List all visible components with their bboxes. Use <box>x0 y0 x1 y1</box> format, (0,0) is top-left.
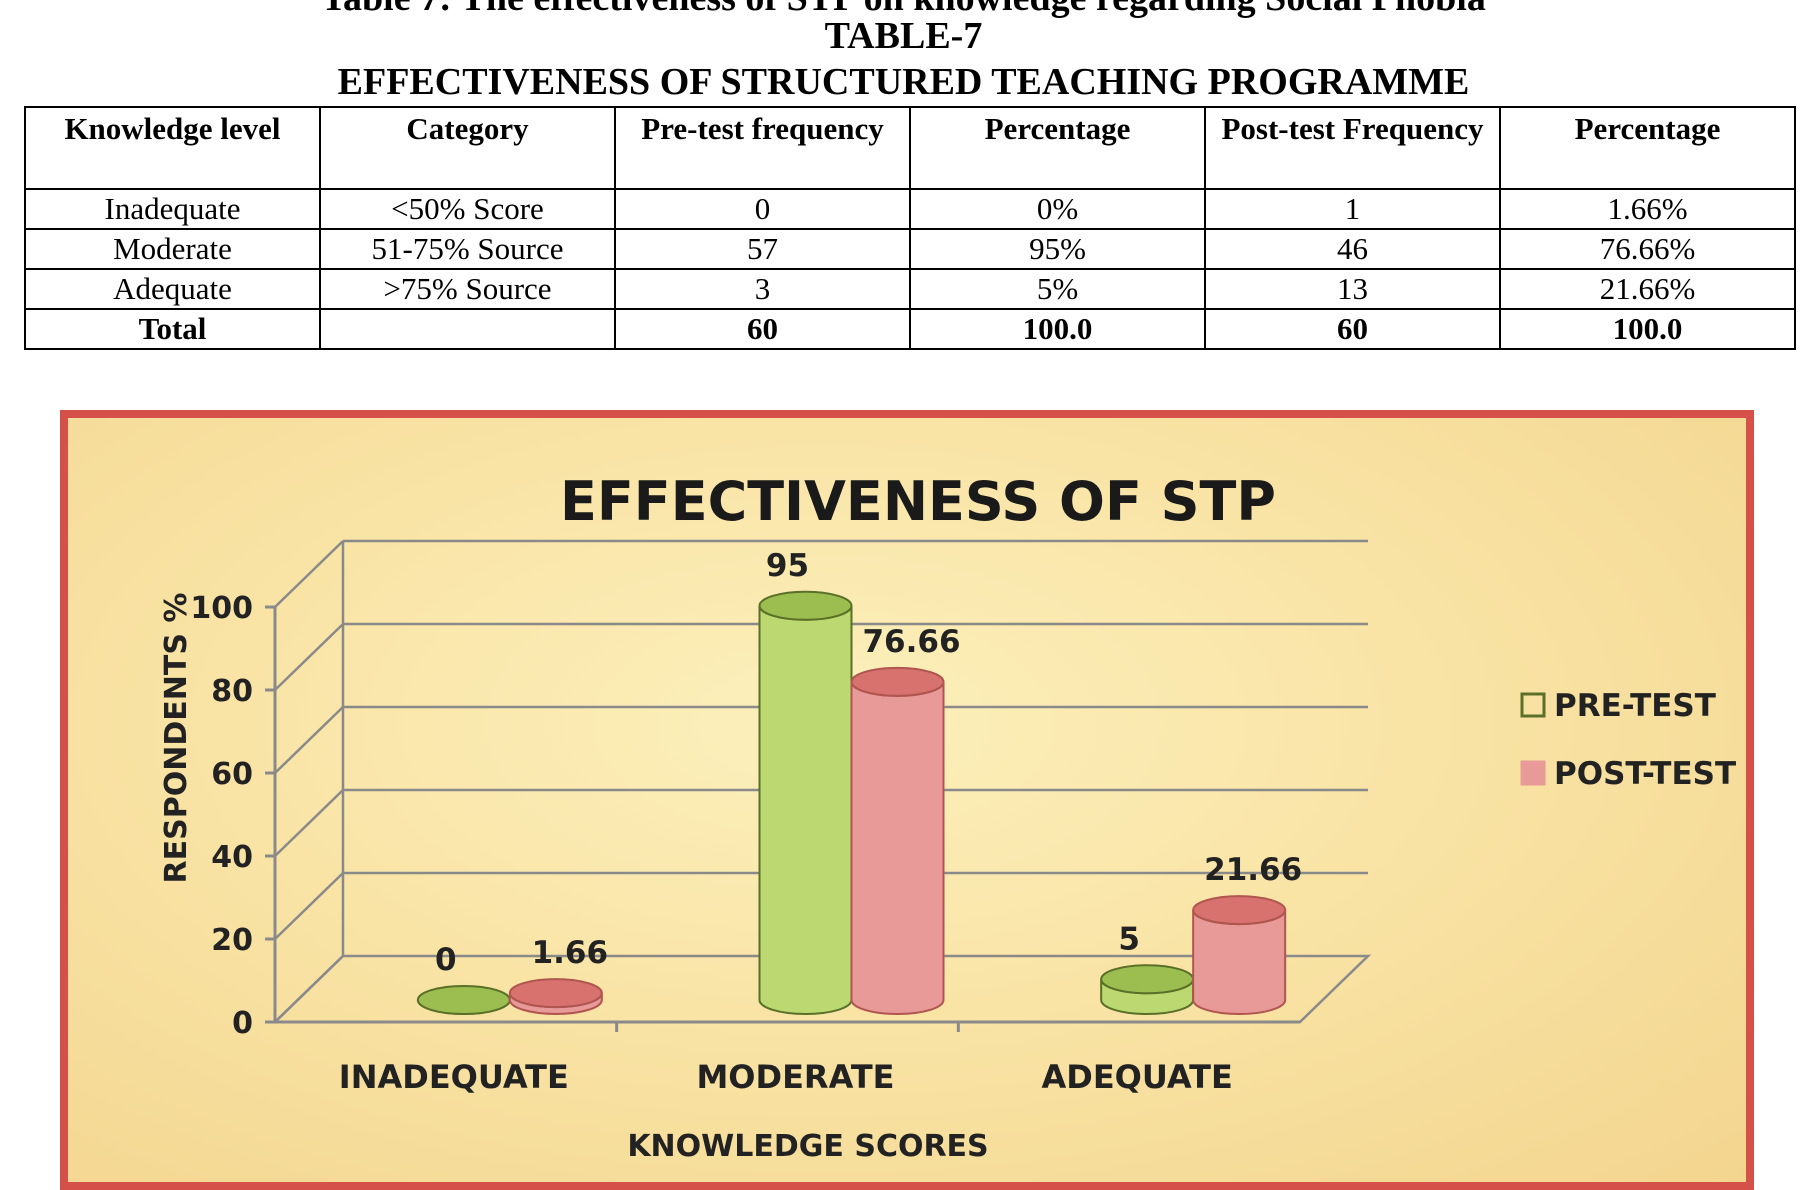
bar-top <box>508 978 603 1009</box>
header-category: Category <box>319 106 616 190</box>
header-posttest-percentage: Percentage <box>1499 106 1796 190</box>
bar-post-test-inadequate <box>508 978 603 1015</box>
bar-chart: EFFECTIVENESS OF STP 0 20 40 60 80 100 INADEQU… <box>159 470 1736 1164</box>
legend-item-pre-test: PRE-TEST <box>1520 688 1716 724</box>
x-tick-label: ADEQUATE <box>1041 1058 1232 1096</box>
chart-title: EFFECTIVENESS OF STP <box>560 470 1276 533</box>
table-cell: Adequate <box>24 268 321 310</box>
chart-bars <box>416 590 1287 1015</box>
bar-post-test-adequate <box>1192 895 1287 1015</box>
table-cell: 1 <box>1204 188 1501 230</box>
header-pretest-percentage: Percentage <box>909 106 1206 190</box>
table-cell: 100.0 <box>909 308 1206 350</box>
legend-swatch <box>1520 692 1546 718</box>
legend-item-post-test: POST-TEST <box>1520 756 1736 792</box>
table-subtitle: EFFECTIVENESS OF STRUCTURED TEACHING PRO… <box>337 61 1470 103</box>
bar-body <box>1192 909 1287 1015</box>
table-cell: 60 <box>614 308 911 350</box>
y-tick-label: 40 <box>211 840 253 875</box>
table-cell: 1.66% <box>1499 188 1796 230</box>
chart-axes: 0 20 40 60 80 100 INADEQUATE MODERATE ADEQUATE <box>190 591 1300 1096</box>
bar-top <box>758 590 853 621</box>
table-cell: Moderate <box>24 228 321 270</box>
gridline-side <box>274 789 344 857</box>
gridline-side <box>274 706 344 774</box>
table-cell: 51-75% Source <box>319 228 616 270</box>
data-label: 1.66 <box>532 935 609 971</box>
y-tick-label: 60 <box>211 757 253 792</box>
bar-pre-test-inadequate <box>416 985 511 1015</box>
bar-body <box>758 605 853 1015</box>
y-tick-label: 0 <box>232 1006 253 1041</box>
table-cell: >75% Source <box>319 268 616 310</box>
y-tick-label: 100 <box>190 591 253 626</box>
table-cell: 21.66% <box>1499 268 1796 310</box>
bar-post-test-moderate <box>850 666 945 1015</box>
gridline-side <box>274 540 344 608</box>
table-cell: 3 <box>614 268 911 310</box>
table-cell: 46 <box>1204 228 1501 270</box>
table-cell: 100.0 <box>1499 308 1796 350</box>
legend-label: PRE-TEST <box>1554 688 1716 724</box>
legend-swatch <box>1520 760 1546 786</box>
table-cell: Total <box>24 308 321 350</box>
y-axis-title: RESPONDENTS % <box>159 593 194 884</box>
table-title: TABLE-7 <box>824 15 983 57</box>
table-cell: 95% <box>909 228 1206 270</box>
x-axis-title: KNOWLEDGE SCORES <box>627 1129 988 1164</box>
chart-panel: EFFECTIVENESS OF STP 0 20 40 60 80 100 INADEQU… <box>60 410 1754 1190</box>
gridline-side <box>274 955 344 1023</box>
header-posttest-frequency: Post-test Frequency <box>1204 106 1501 190</box>
table-header-row: Knowledge level Category Pre-test freque… <box>24 106 1796 190</box>
bar-top <box>850 666 945 697</box>
data-label: 76.66 <box>862 624 960 660</box>
table-cell: 13 <box>1204 268 1501 310</box>
table-cell <box>319 308 616 350</box>
table-cell: 0 <box>614 188 911 230</box>
chart-data-labels: 0 1.66 95 76.66 5 21.66 <box>435 548 1302 978</box>
table-total-row: Total 60 100.0 60 100.0 <box>24 308 1796 350</box>
legend-label: POST-TEST <box>1554 756 1736 792</box>
table-row: Inadequate <50% Score 0 0% 1 1.66% <box>24 188 1796 230</box>
gridline-side <box>274 872 344 940</box>
table-row: Moderate 51-75% Source 57 95% 46 76.66% <box>24 228 1796 270</box>
table-cell: 76.66% <box>1499 228 1796 270</box>
bar-top <box>1100 964 1195 995</box>
header-pretest-frequency: Pre-test frequency <box>614 106 911 190</box>
table-cell: 5% <box>909 268 1206 310</box>
y-tick-label: 20 <box>211 923 253 958</box>
chart-legend: PRE-TEST POST-TEST <box>1520 688 1736 792</box>
table-cell: <50% Score <box>319 188 616 230</box>
header-knowledge-level: Knowledge level <box>24 106 321 190</box>
table-cell: Inadequate <box>24 188 321 230</box>
bar-top <box>416 985 511 1015</box>
bar-pre-test-moderate <box>758 590 853 1015</box>
table-cell: 57 <box>614 228 911 270</box>
data-label: 5 <box>1118 921 1140 957</box>
x-tick-label: MODERATE <box>696 1058 894 1096</box>
chart-grid <box>271 539 1372 1024</box>
bar-pre-test-adequate <box>1100 964 1195 1015</box>
data-label: 0 <box>435 942 457 978</box>
data-label: 95 <box>766 548 809 584</box>
table-row: Adequate >75% Source 3 5% 13 21.66% <box>24 268 1796 310</box>
cut-off-heading: Table 7: The effectiveness of STP on kno… <box>0 0 1807 20</box>
y-tick-label: 80 <box>211 674 253 709</box>
bar-body <box>850 681 945 1015</box>
knowledge-table: Knowledge level Category Pre-test freque… <box>24 106 1796 350</box>
table-cell: 60 <box>1204 308 1501 350</box>
x-tick-label: INADEQUATE <box>339 1058 569 1096</box>
data-label: 21.66 <box>1204 852 1302 888</box>
bar-top <box>1192 895 1287 926</box>
gridline-side <box>274 623 344 691</box>
table-cell: 0% <box>909 188 1206 230</box>
